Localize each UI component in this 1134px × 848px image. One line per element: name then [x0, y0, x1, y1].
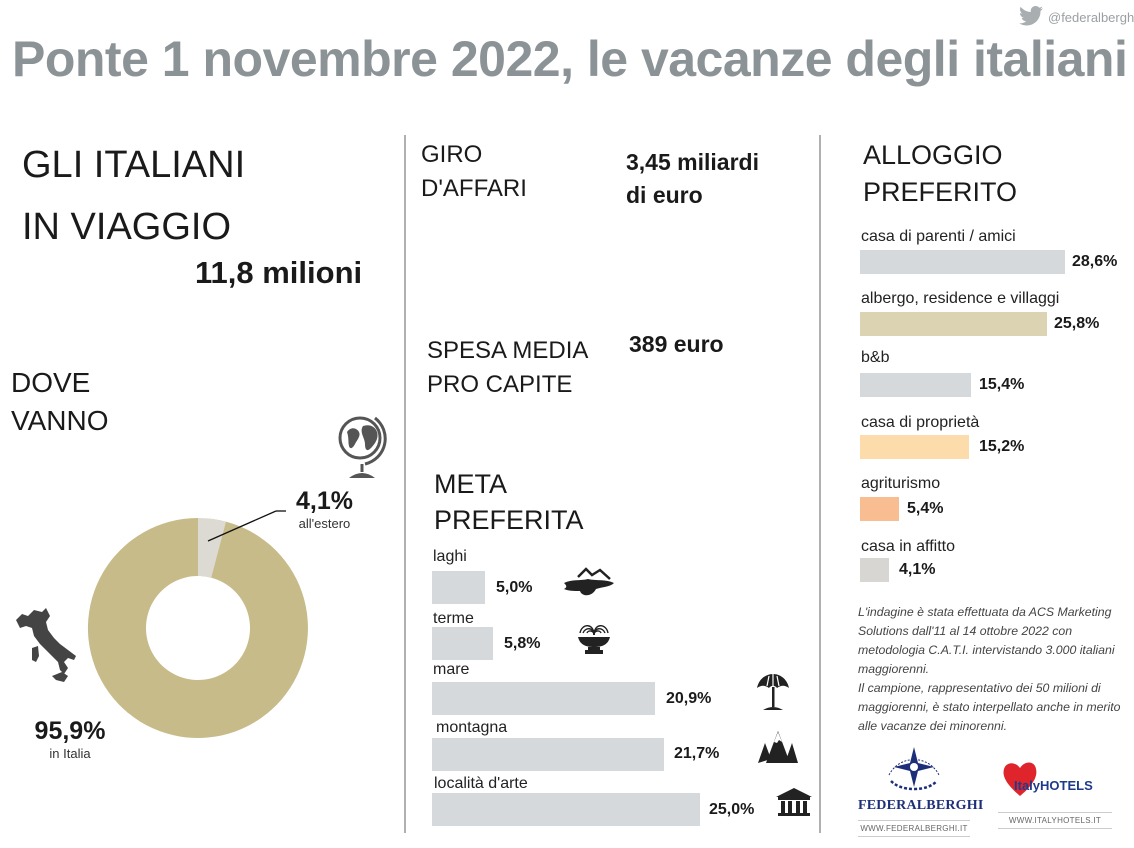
page-title: Ponte 1 novembre 2022, le vacanze degli … [12, 31, 1128, 87]
destination-bar-montagna [432, 738, 664, 771]
beach-umbrella-icon [755, 672, 791, 717]
abroad-label-group: 4,1% all'estero [296, 486, 353, 531]
italyhotels-logo[interactable]: ItalyHOTELS WWW.ITALYHOTELS.IT [998, 760, 1112, 829]
accommodation-label-hotel: albergo, residence e villaggi [861, 290, 1060, 307]
italy-value: 95,9% [34, 717, 106, 745]
destination-bar-mare [432, 682, 655, 715]
abroad-value: 4,1% [296, 487, 353, 515]
accommodation-bar-relatives [860, 250, 1065, 274]
destination-label-arte: località d'arte [434, 775, 528, 792]
fountain-icon [574, 619, 614, 662]
accommodation-value-relatives: 28,6% [1072, 253, 1118, 270]
accommodation-label-agritourism: agriturismo [861, 475, 941, 492]
accommodation-bar-bnb [860, 373, 971, 397]
donut-slice-abroad [198, 518, 226, 578]
heart-icon [1003, 762, 1037, 796]
accommodation-value-hotel: 25,8% [1054, 315, 1100, 332]
accommodation-bar-agritourism [860, 497, 899, 521]
methodology-note-p2: Il campione, rappresentativo dei 50 mili… [858, 681, 1121, 733]
destination-value-laghi: 5,0% [496, 579, 533, 596]
federalberghi-name: FEDERALBERGHI [858, 798, 984, 813]
accommodation-value-rental: 4,1% [899, 561, 936, 578]
lake-icon [562, 567, 616, 606]
travelers-value: 11,8 milioni [195, 255, 363, 290]
accommodation-heading: ALLOGGIO PREFERITO [863, 140, 1018, 207]
italyhotels-name: ItalyHOTELS [1014, 778, 1093, 793]
turnover-value: 3,45 miliardi di euro [626, 149, 759, 208]
turnover-heading: GIRO D'AFFARI [421, 141, 527, 202]
destination-value-montagna: 21,7% [674, 745, 720, 762]
spending-value: 389 euro [629, 331, 724, 357]
twitter-handle-text: @federalberghi [1048, 10, 1134, 25]
accommodation-label-bnb: b&b [861, 349, 890, 366]
italyhotels-url[interactable]: WWW.ITALYHOTELS.IT [998, 812, 1112, 829]
methodology-note-p1: L'indagine è stata effettuata da ACS Mar… [858, 605, 1115, 676]
twitter-handle[interactable]: @federalberghi [1018, 6, 1134, 29]
mountain-icon [757, 729, 799, 770]
column-divider-right [819, 135, 821, 833]
column-divider-left [404, 135, 406, 833]
destination-bar-arte [432, 793, 700, 826]
accommodation-label-relatives: casa di parenti / amici [861, 228, 1016, 245]
accommodation-value-owned: 15,2% [979, 438, 1025, 455]
accommodation-bar-rental [860, 558, 889, 582]
destination-donut-chart [86, 508, 310, 753]
destination-value-terme: 5,8% [504, 635, 541, 652]
globe-icon [335, 410, 391, 491]
museum-icon [775, 787, 813, 824]
destination-bar-terme [432, 627, 493, 660]
italy-label: in Italia [49, 746, 91, 761]
methodology-note: L'indagine è stata effettuata da ACS Mar… [858, 603, 1134, 736]
destination-label-montagna: montagna [436, 719, 508, 736]
destination-label-terme: terme [433, 610, 474, 627]
donut-slice-italy [87, 518, 308, 738]
twitter-bird-icon [1018, 6, 1044, 29]
accommodation-label-owned: casa di proprietà [861, 414, 980, 431]
italy-map-icon [12, 604, 80, 689]
accommodation-value-bnb: 15,4% [979, 376, 1025, 393]
accommodation-label-rental: casa in affitto [861, 538, 955, 555]
accommodation-value-agritourism: 5,4% [907, 500, 944, 517]
federalberghi-url[interactable]: WWW.FEDERALBERGHI.IT [858, 820, 970, 837]
where-heading: DOVE VANNO [11, 367, 109, 436]
destination-value-arte: 25,0% [709, 801, 755, 818]
destination-value-mare: 20,9% [666, 690, 712, 707]
spending-heading: SPESA MEDIA PRO CAPITE [427, 337, 589, 398]
italy-label-group: 95,9% in Italia [20, 716, 120, 761]
abroad-leader-line [207, 510, 286, 542]
destination-heading: META PREFERITA [434, 469, 584, 535]
accommodation-bar-owned [860, 435, 969, 459]
federalberghi-emblem-icon [888, 747, 940, 791]
destination-bar-laghi [432, 571, 485, 604]
travelers-heading: GLI ITALIANI IN VIAGGIO [22, 144, 246, 248]
destination-label-laghi: laghi [433, 548, 467, 565]
destination-label-mare: mare [433, 661, 470, 678]
abroad-label: all'estero [298, 516, 351, 531]
accommodation-bar-hotel [860, 312, 1047, 336]
federalberghi-logo[interactable]: FEDERALBERGHI WWW.FEDERALBERGHI.IT [858, 735, 984, 837]
